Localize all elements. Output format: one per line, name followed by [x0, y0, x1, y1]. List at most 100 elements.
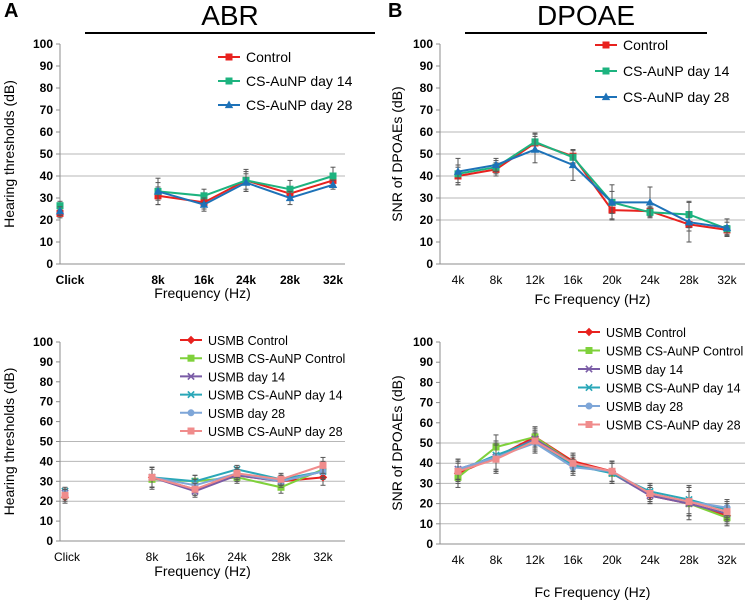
x-tick-label: 16k [563, 273, 583, 287]
x-tick-label: 24k [640, 553, 660, 567]
y-tick-label: 100 [33, 37, 53, 51]
y-tick-label: 40 [40, 169, 54, 183]
data-point [328, 180, 338, 188]
x-tick-label: 24k [640, 273, 660, 287]
x-tick-label: 16k [194, 273, 214, 287]
data-point [187, 372, 195, 381]
data-point [224, 100, 234, 109]
y-tick-label: 70 [420, 103, 434, 117]
y-axis-label: Hearing thresholds (dB) [1, 80, 17, 228]
y-tick-label: 40 [420, 169, 434, 183]
data-point [277, 475, 285, 483]
data-point [187, 427, 195, 435]
x-tick-label: 28k [271, 550, 291, 564]
y-tick-label: 0 [46, 257, 53, 271]
data-point [722, 223, 732, 231]
data-point [55, 206, 65, 215]
y-tick-label: 30 [420, 191, 434, 205]
x-tick-label: 20k [602, 553, 622, 567]
data-point [531, 437, 539, 445]
series-5 [61, 456, 327, 502]
data-point [569, 459, 577, 467]
y-tick-label: 70 [420, 396, 434, 410]
data-point [285, 193, 295, 202]
data-point [186, 335, 196, 345]
panel-letter-b: B [388, 0, 403, 22]
data-point [585, 402, 593, 410]
series-line [457, 148, 728, 229]
x-tick-label: 32k [717, 273, 737, 287]
x-axis-label: Frequency (Hz) [154, 285, 250, 301]
data-point [601, 92, 611, 101]
data-point [199, 200, 209, 208]
y-tick-label: 30 [420, 476, 434, 490]
y-tick-label: 60 [420, 416, 434, 430]
x-tick-label: 28k [679, 553, 699, 567]
panel-title-dpoae: DPOAE [536, 0, 636, 31]
y-tick-label: 70 [40, 395, 54, 409]
y-tick-label: 0 [426, 257, 433, 271]
y-tick-label: 10 [420, 517, 434, 531]
data-point [492, 455, 500, 463]
data-point [584, 327, 594, 337]
y-tick-label: 40 [420, 456, 434, 470]
legend-label: USMB day 14 [208, 370, 285, 384]
x-tick-label: 28k [679, 273, 699, 287]
panel-title-abr: ABR [201, 0, 259, 31]
y-tick-label: 10 [420, 235, 434, 249]
data-point [723, 508, 731, 516]
legend-label: USMB Control [208, 334, 288, 348]
x-tick-label: 12k [525, 273, 545, 287]
y-tick-label: 20 [40, 494, 54, 508]
data-point [187, 354, 195, 362]
x-tick-label: 8k [151, 273, 165, 287]
legend-label: CS-AuNP day 28 [246, 97, 353, 113]
y-tick-label: 70 [40, 103, 54, 117]
y-tick-label: 90 [40, 355, 54, 369]
data-point [225, 53, 233, 61]
legend-label: USMB day 14 [606, 363, 683, 377]
data-point [685, 498, 693, 506]
series-5 [454, 430, 731, 521]
data-point [568, 160, 578, 169]
y-tick-label: 20 [420, 497, 434, 511]
y-tick-label: 60 [40, 415, 54, 429]
x-tick-label: 32k [717, 553, 737, 567]
x-axis-label: Fc Frequency (Hz) [535, 291, 651, 307]
y-tick-label: 30 [40, 474, 54, 488]
legend-label: USMB CS-AuNP day 28 [606, 419, 741, 433]
legend-label: USMB CS-AuNP day 14 [208, 389, 343, 403]
data-point [233, 469, 241, 477]
x-tick-label: 8k [490, 273, 504, 287]
x-tick-label: 16k [563, 553, 583, 567]
y-tick-label: 80 [420, 375, 434, 389]
legend-label: USMB day 28 [606, 400, 683, 414]
data-point [61, 491, 69, 499]
y-tick-label: 80 [420, 81, 434, 95]
data-point [286, 185, 294, 193]
data-point [225, 77, 233, 85]
data-point [187, 409, 195, 417]
data-point [491, 160, 501, 169]
data-point [602, 41, 610, 49]
data-point [56, 202, 64, 210]
y-tick-label: 10 [40, 235, 54, 249]
y-tick-label: 50 [420, 436, 434, 450]
x-axis-label: Frequency (Hz) [154, 563, 250, 579]
x-tick-label: 16k [185, 550, 205, 564]
x-tick-label: 8k [146, 550, 160, 564]
x-tick-label: 32k [313, 550, 333, 564]
legend-label: CS-AuNP day 14 [623, 63, 730, 79]
x-tick-label: 20k [602, 273, 622, 287]
data-point [646, 490, 654, 497]
y-tick-label: 50 [40, 435, 54, 449]
series-2 [55, 173, 338, 217]
y-axis-label: SNR of DPOAEs (dB) [389, 375, 405, 510]
legend-label: USMB CS-AuNP Control [606, 345, 743, 359]
y-tick-label: 80 [40, 81, 54, 95]
title-rule-dpoae [465, 32, 707, 34]
